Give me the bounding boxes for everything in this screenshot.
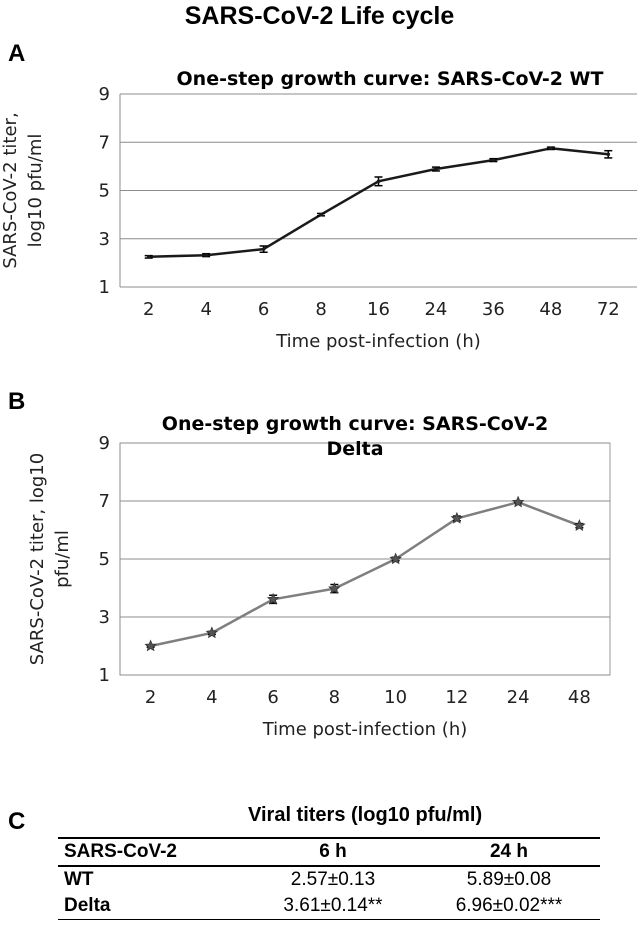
y-tick-label: 3	[99, 229, 110, 250]
x-axis-label: Time post-infection (h)	[275, 331, 481, 352]
x-tick-label: 16	[367, 299, 390, 320]
data-point	[491, 158, 496, 162]
chart-title: One-step growth curve: SARS-CoV-2	[162, 413, 548, 435]
x-tick-label: 24	[507, 687, 530, 708]
row-label: WT	[64, 869, 94, 890]
table-cell: 6.96±0.02***	[418, 893, 600, 920]
data-point	[261, 247, 266, 251]
panel-letter-b: B	[8, 388, 26, 415]
x-tick-label: 8	[315, 299, 326, 320]
data-point	[434, 167, 438, 171]
column-header-6h: 6 h	[248, 837, 418, 867]
y-tick-label: 7	[99, 132, 110, 153]
data-point	[606, 152, 611, 157]
y-tick-label: 9	[99, 433, 110, 454]
page-title: SARS-CoV-2 Life cycle	[184, 2, 455, 30]
data-point	[450, 511, 464, 524]
column-header-strain: SARS-CoV-2	[58, 837, 248, 867]
x-tick-label: 10	[384, 687, 407, 708]
panel-letter-c: C	[8, 808, 26, 835]
x-tick-label: 4	[206, 687, 217, 708]
table-super-header-row: Viral titers (log10 pfu/ml)	[58, 804, 600, 838]
data-point	[328, 582, 341, 594]
y-tick-label: 5	[99, 181, 110, 202]
data-point	[146, 255, 151, 259]
viral-titers-table: Viral titers (log10 pfu/ml) SARS-CoV-2 6…	[58, 804, 600, 920]
y-tick-label: 7	[99, 491, 110, 512]
y-tick-label: 1	[99, 665, 110, 686]
data-point	[205, 626, 219, 639]
table-super-header-spacer	[58, 804, 248, 838]
data-point	[573, 519, 586, 531]
data-point	[549, 146, 553, 151]
x-axis-label: Time post-infection (h)	[262, 719, 468, 740]
y-tick-label: 5	[99, 549, 110, 570]
x-tick-label: 24	[424, 299, 447, 320]
x-tick-label: 72	[597, 299, 620, 320]
table-row: Delta 3.61±0.14** 6.96±0.02***	[58, 893, 600, 920]
data-point	[266, 592, 280, 605]
row-label: Delta	[58, 893, 248, 920]
data-point	[511, 495, 525, 508]
series-line	[150, 500, 580, 648]
x-tick-label: 2	[145, 687, 156, 708]
x-tick-label: 36	[482, 299, 505, 320]
data-point	[144, 639, 157, 652]
chart-title: One-step growth curve: SARS-CoV-2 WT	[177, 68, 604, 90]
panel-letter-a: A	[8, 40, 26, 67]
data-point	[319, 212, 323, 217]
y-tick-label: 3	[99, 607, 110, 628]
y-axis-label: log10 pfu/ml	[25, 134, 46, 248]
y-tick-label: 9	[99, 84, 110, 105]
data-point	[204, 253, 208, 257]
table-cell: 3.61±0.14**	[248, 893, 418, 920]
x-tick-label: 12	[445, 687, 468, 708]
table-header-row: SARS-CoV-2 6 h 24 h	[58, 837, 600, 867]
column-header-24h: 24 h	[418, 837, 600, 867]
y-axis-label: SARS-CoV-2 titer,	[0, 112, 21, 268]
table-row: WT 2.57±0.13 5.89±0.08	[58, 866, 600, 893]
x-tick-label: 6	[258, 299, 269, 320]
x-tick-label: 8	[329, 687, 340, 708]
chart-title: Delta	[326, 438, 383, 460]
y-axis-label: SARS-CoV-2 titer, log10	[27, 453, 48, 665]
data-point	[376, 179, 381, 184]
series-line	[148, 147, 609, 259]
table-cell: 5.89±0.08	[466, 869, 552, 890]
x-tick-label: 2	[143, 299, 154, 320]
data-point	[389, 552, 402, 565]
x-tick-label: 6	[267, 687, 278, 708]
x-tick-label: 4	[200, 299, 211, 320]
x-tick-label: 48	[568, 687, 591, 708]
y-axis-label: pfu/ml	[52, 530, 73, 588]
x-tick-label: 48	[539, 299, 562, 320]
y-tick-label: 1	[99, 277, 110, 298]
table-super-header: Viral titers (log10 pfu/ml)	[248, 804, 483, 826]
table-cell: 2.57±0.13	[290, 869, 376, 890]
